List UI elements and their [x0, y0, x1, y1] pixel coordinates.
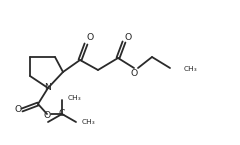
Text: O: O — [124, 32, 132, 41]
Text: O: O — [14, 106, 22, 115]
Text: CH₃: CH₃ — [184, 66, 198, 72]
Text: C: C — [59, 109, 65, 118]
Text: O: O — [86, 33, 94, 42]
Text: N: N — [45, 84, 51, 93]
Text: CH₃: CH₃ — [68, 95, 82, 101]
Text: O: O — [130, 69, 138, 78]
Text: CH₃: CH₃ — [82, 119, 96, 125]
Text: O: O — [43, 112, 51, 120]
